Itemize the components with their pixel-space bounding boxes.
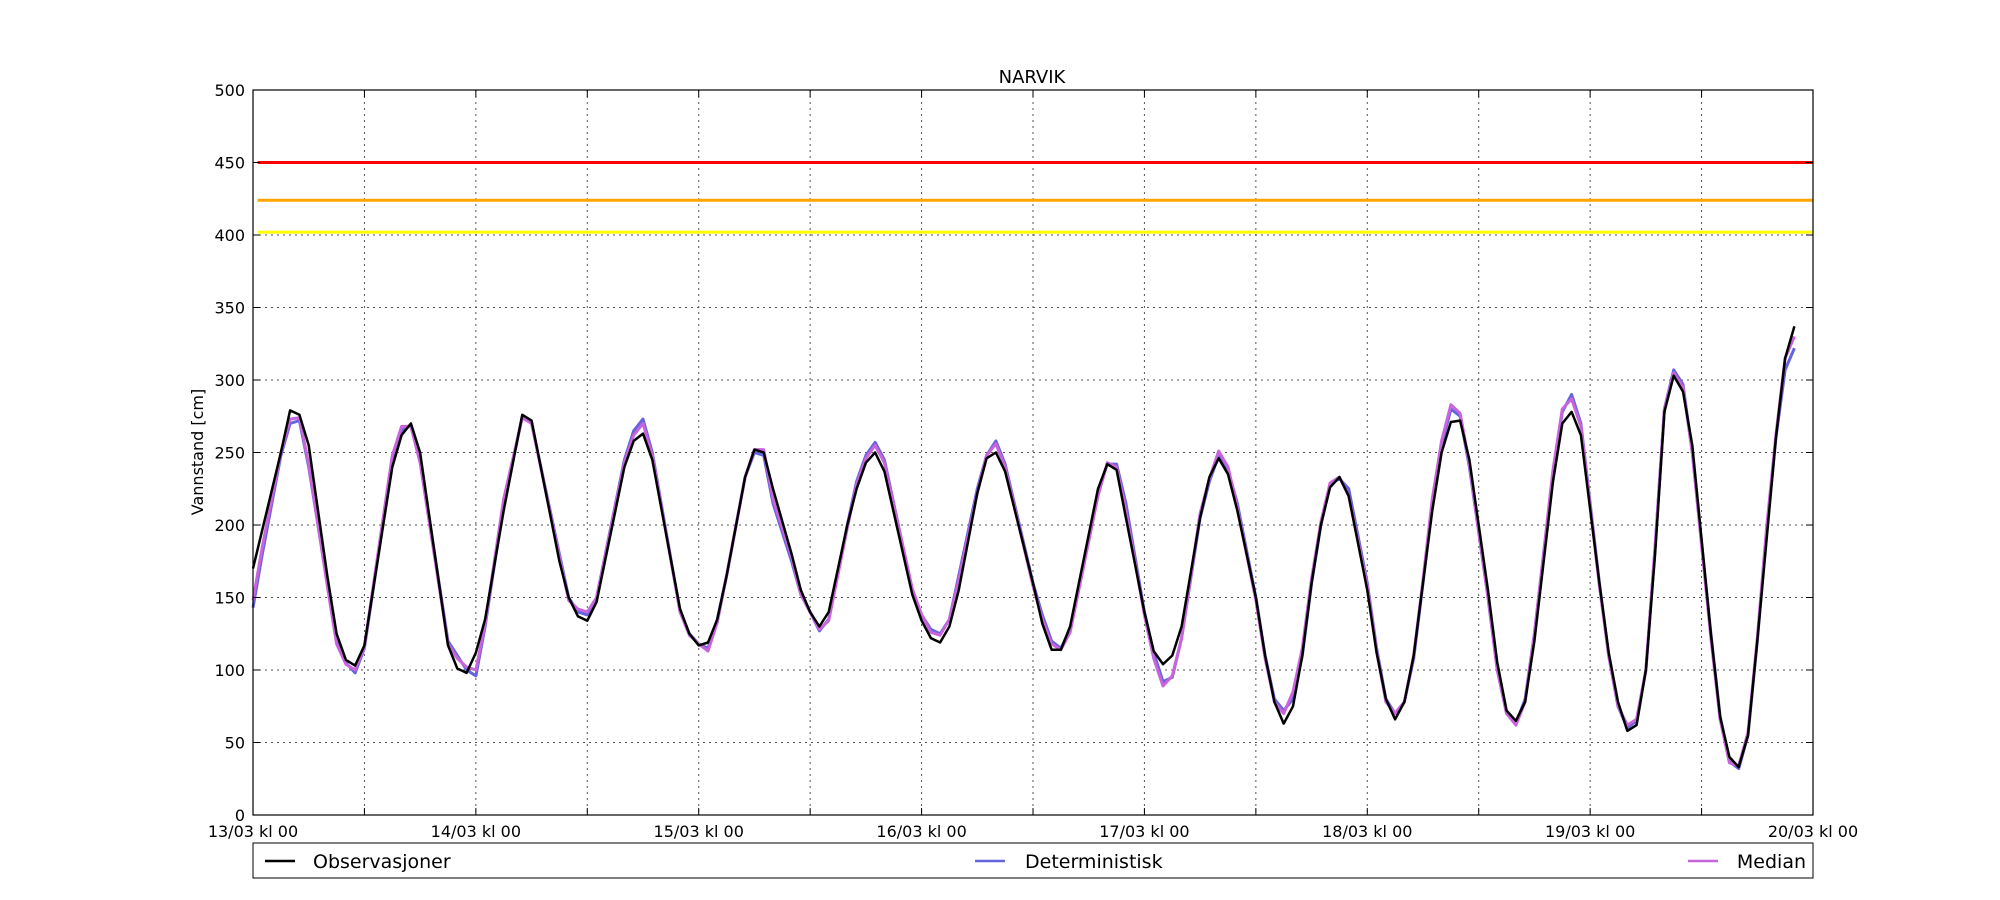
y-tick-label: 200 <box>214 516 245 535</box>
x-tick-label: 17/03 kl 00 <box>1099 822 1189 841</box>
y-tick-label: 300 <box>214 371 245 390</box>
y-tick-label: 150 <box>214 589 245 608</box>
y-tick-label: 400 <box>214 226 245 245</box>
series-lines <box>251 325 1796 771</box>
y-tick-labels: 0 50 100 150 200 250 300 350 400 450 500 <box>214 81 245 825</box>
legend-label: Median <box>1737 851 1806 873</box>
legend-frame <box>252 842 1814 879</box>
x-tick-label: 15/03 kl 00 <box>654 822 744 841</box>
y-tick-label: 0 <box>235 806 245 825</box>
y-tick-label: 250 <box>214 444 245 463</box>
threshold-lines <box>257 161 1813 234</box>
x-tick-label: 18/03 kl 00 <box>1322 822 1412 841</box>
series-line <box>251 325 1796 769</box>
x-tick-label: 14/03 kl 00 <box>431 822 521 841</box>
series-line <box>251 335 1796 768</box>
x-tick-labels: 13/03 kl 00 14/03 kl 00 15/03 kl 00 16/03 k… <box>208 822 1858 841</box>
y-tick-label: 50 <box>225 734 245 753</box>
legend-label: Deterministisk <box>1025 851 1163 873</box>
x-tick-label: 19/03 kl 00 <box>1545 822 1635 841</box>
y-tick-label: 100 <box>214 661 245 680</box>
chart-title: NARVIK <box>999 67 1067 88</box>
x-tick-label: 16/03 kl 00 <box>876 822 966 841</box>
x-tick-label: 13/03 kl 00 <box>208 822 298 841</box>
legend-label: Observasjoner <box>313 851 451 873</box>
x-tick-label: 20/03 kl 00 <box>1768 822 1858 841</box>
y-tick-label: 450 <box>214 154 245 173</box>
axis-ticks <box>252 89 1814 816</box>
legend-items: Observasjoner Deterministisk Median <box>265 851 1806 873</box>
y-tick-label: 500 <box>214 81 245 100</box>
legend: Observasjoner Deterministisk Median <box>252 842 1814 879</box>
y-axis-label: Vannstand [cm] <box>188 389 207 515</box>
y-tick-label: 350 <box>214 299 245 318</box>
